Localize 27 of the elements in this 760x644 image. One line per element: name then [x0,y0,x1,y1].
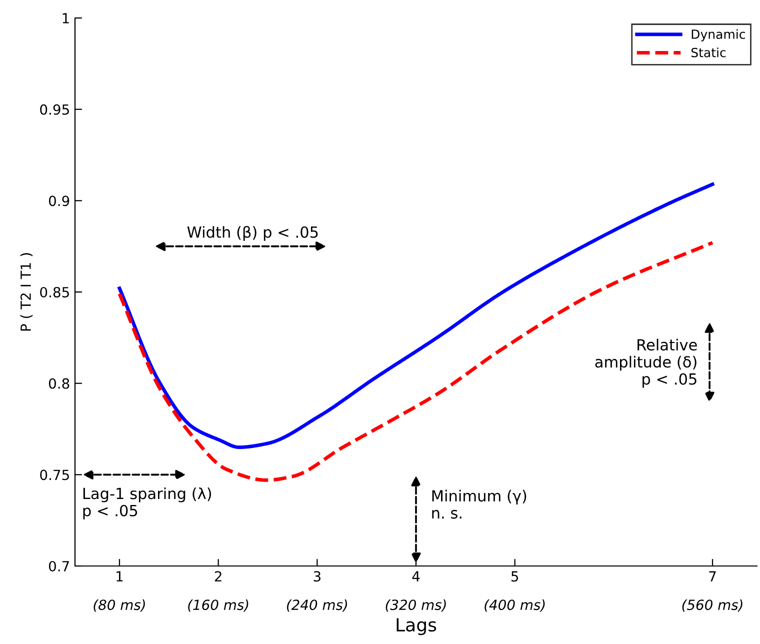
y-axis-title: P ( T2 I T1 ) [20,253,33,331]
text: (320 ms) [386,599,446,612]
y-tick-label: 0.8 [48,378,70,389]
x-tick-label: 2 [214,571,222,582]
x-tick-label: 4 [412,571,420,582]
y-tick-label: 0.75 [40,470,69,480]
y-tick-label: 0.85 [40,286,69,298]
annotation: Lag-1 sparing (λ) p < .05 [83,487,212,520]
legend-label: Static [691,48,726,58]
annotation: Minimum (γ) n. s. [432,490,526,519]
y-tick-label: 0.95 [40,104,69,115]
text: (160 ms) [188,599,248,612]
annotation: Relative amplitude (δ) p < .05 [595,338,697,388]
annotation: Width (β) p < .05 [187,226,318,241]
y-tick-label: 1 [62,13,69,24]
y-tick-label: 0.7 [48,560,69,572]
text: (240 ms) [286,599,348,612]
text: (560 ms) [682,599,742,612]
x-axis-title: Lags [396,618,436,636]
y-tick-label: 0.9 [48,196,70,206]
x-tick-label: 7 [709,571,716,582]
legend-label: Dynamic [692,29,745,42]
x-tick-label: 1 [116,571,123,582]
text: (400 ms) [484,599,545,612]
x-tick-label: 3 [314,571,320,582]
text: (80 ms) [94,599,145,612]
x-tick-label: 5 [511,571,518,582]
